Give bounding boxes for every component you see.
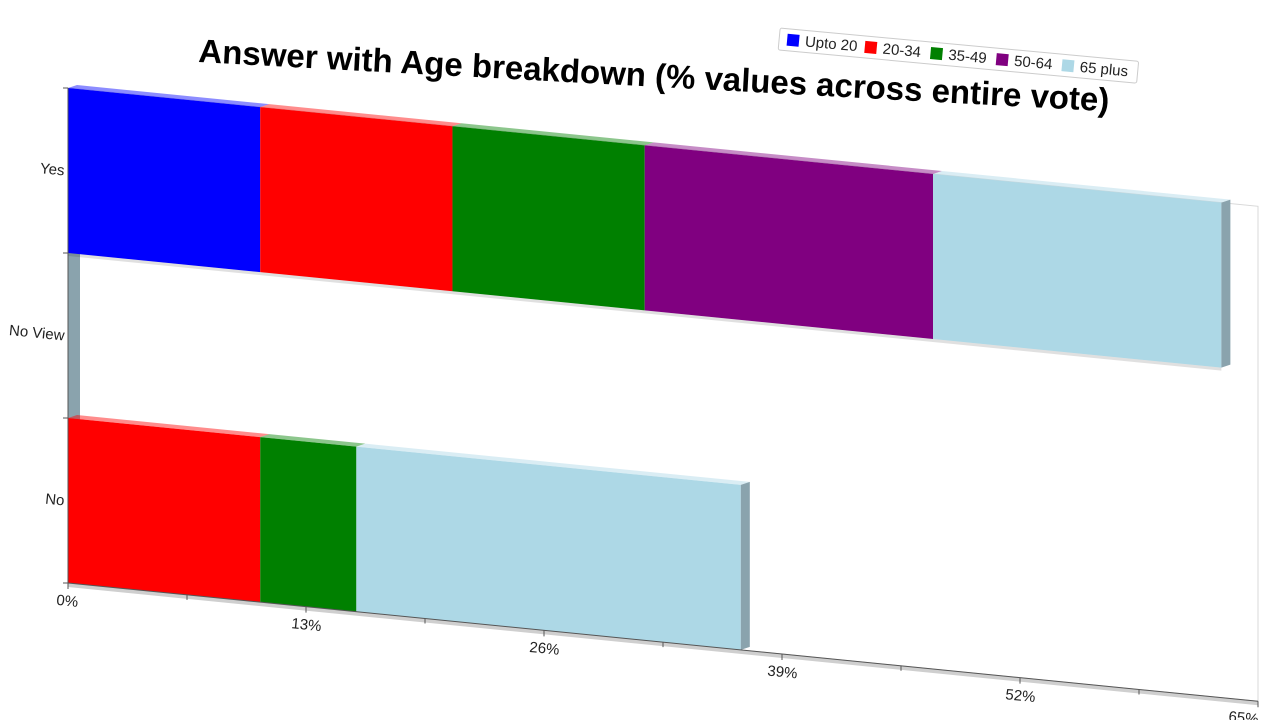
bar-segment[interactable] [260,434,366,612]
bar-end-cap [740,481,750,650]
y-category-label: Yes [39,160,65,179]
legend-label: 35-49 [948,47,988,67]
legend[interactable]: Upto 20 20-34 35-49 50-64 65 plus [777,27,1139,84]
bar-front-face [644,145,934,339]
bar-front-face [356,446,741,650]
bar-segment[interactable] [68,415,270,603]
legend-label: 50-64 [1013,53,1053,73]
bar-shadow [68,253,1222,371]
legend-item[interactable]: 20-34 [864,39,922,61]
bar-front-face [452,126,645,311]
bar-front-face [68,88,261,273]
bar-top-face [933,170,1231,203]
bar-top-face [644,142,943,174]
bar-front-face [260,107,453,292]
x-tick-label: 13% [291,615,323,635]
legend-swatch [864,40,878,54]
legend-item[interactable]: 65 plus [1061,57,1129,80]
legend-swatch [995,53,1009,67]
bar-top-face [356,443,750,485]
legend-label: 65 plus [1079,59,1129,80]
x-tick-label: 26% [529,639,561,659]
bar-end-cap [1221,199,1231,368]
legend-swatch [929,47,944,61]
legend-swatch [1061,59,1075,73]
bar-segment[interactable] [68,85,270,273]
y-category-label: No [45,491,66,510]
bar-top-face [68,415,270,438]
bar-front-face [260,437,357,612]
bar-top-face [68,85,270,108]
bar-front-face [933,173,1222,368]
axis-layer: 0% 13% 26% 39% 52% 65% Yes No View No [8,87,1260,720]
legend-swatch [786,33,800,47]
chart-title: Answer with Age breakdown (% values acro… [198,32,1111,118]
legend-label: Upto 20 [804,33,858,55]
legend-item[interactable]: Upto 20 [786,32,858,55]
x-tick-label: 52% [1005,686,1037,706]
x-tick-label: 39% [767,663,799,683]
bar-segment[interactable] [644,142,943,339]
x-tick-label: 0% [56,592,79,611]
legend-item[interactable]: 35-49 [929,45,988,67]
legend-item[interactable]: 50-64 [995,51,1053,73]
title-layer: Answer with Age breakdown (% values acro… [198,32,1111,118]
bar-front-face [68,418,261,603]
x-tick-label: 65% [1228,708,1260,720]
y-category-label: No View [8,322,65,344]
bar-segment[interactable] [260,104,462,292]
bar-segment[interactable] [452,123,654,311]
bar-top-face [260,434,366,447]
legend-label: 20-34 [882,41,922,61]
bar-segment[interactable] [356,443,750,650]
bar-top-face [260,104,462,127]
bar-top-face [452,123,654,146]
bar-segment[interactable] [933,170,1231,368]
